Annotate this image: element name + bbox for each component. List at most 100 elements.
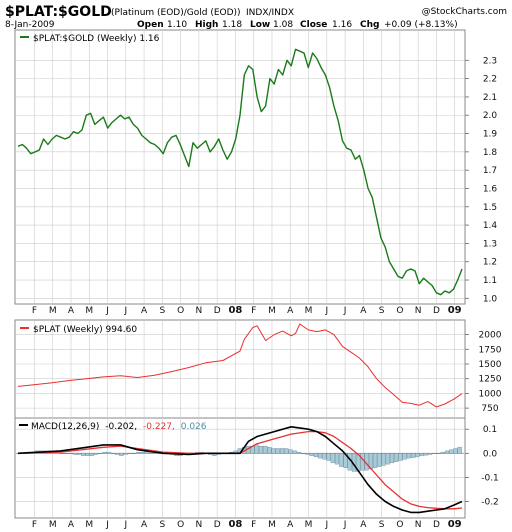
histogram-bar xyxy=(381,453,386,466)
x-axis-label: O xyxy=(177,306,184,316)
y-tick-label: 0.0 xyxy=(483,449,498,459)
histogram-bar xyxy=(119,453,124,456)
histogram-bar xyxy=(280,448,285,454)
svg-text:MACD(12,26,9) -0.202,: MACD(12,26,9) -0.202, -0.227, 0.026 xyxy=(31,422,207,432)
histogram-bar xyxy=(453,448,458,454)
histogram-bar xyxy=(428,453,433,455)
y-tick-label: 1.5 xyxy=(483,203,497,213)
platinum-legend: $PLAT (Weekly) 994.60 xyxy=(20,325,137,335)
x-axis-label: J xyxy=(324,306,328,316)
x-axis-label: N xyxy=(415,520,422,530)
histogram-bar xyxy=(123,453,128,455)
histogram-bar xyxy=(398,453,403,461)
x-axis-label: A xyxy=(360,520,367,530)
x-axis-label: J xyxy=(324,520,328,530)
histogram-bar xyxy=(322,453,327,460)
histogram-bar xyxy=(72,453,77,455)
histogram-bar xyxy=(284,448,289,454)
histogram-bar xyxy=(449,449,454,454)
y-tick-label: 750 xyxy=(481,404,498,414)
low-value: 1.08 xyxy=(273,20,293,30)
platinum-panel xyxy=(14,319,466,419)
high-value: 1.18 xyxy=(222,20,242,30)
histogram-bar xyxy=(423,453,428,456)
x-axis-label: A xyxy=(141,306,148,316)
ratio-line xyxy=(17,48,463,296)
histogram-bar xyxy=(373,453,378,468)
histogram-bar xyxy=(457,446,462,454)
x-axis-label: J xyxy=(105,306,109,316)
y-tick-label: 1.9 xyxy=(483,130,498,140)
histogram-bar xyxy=(389,453,395,464)
x-axis-label: 09 xyxy=(448,305,462,316)
histogram-bar xyxy=(394,453,399,462)
histogram-bar xyxy=(258,445,263,454)
histogram-bar xyxy=(89,453,94,456)
x-axis-label: M xyxy=(49,306,57,316)
histogram-bar xyxy=(267,447,272,454)
x-axis-label: A xyxy=(287,306,294,316)
chart-description: (Platinum (EOD)/Gold (EOD)) xyxy=(111,8,241,18)
y-tick-label: 1.7 xyxy=(483,166,497,176)
macd-legend-value: -0.202, xyxy=(105,422,137,432)
x-axis-label: D xyxy=(214,306,221,316)
macd-line xyxy=(17,426,463,514)
macd-panel xyxy=(14,417,466,519)
x-axis-label: A xyxy=(287,520,294,530)
x-axis-label: 08 xyxy=(228,305,242,316)
histogram-bar xyxy=(81,453,86,456)
histogram-bar xyxy=(313,453,318,458)
histogram-bar xyxy=(254,444,259,454)
ratio-legend: $PLAT:$GOLD (Weekly) 1.16 xyxy=(20,34,160,44)
y-tick-label: 1.1 xyxy=(483,276,497,286)
y-tick-label: -0.1 xyxy=(481,473,499,483)
x-axis-label: J xyxy=(105,520,109,530)
x-axis-label: F xyxy=(251,306,256,316)
y-tick-label: 1.6 xyxy=(483,184,498,194)
histogram-bar xyxy=(406,453,411,459)
y-tick-label: 1.2 xyxy=(483,258,497,268)
histogram-bar xyxy=(411,453,416,458)
signal-legend-value: -0.227, xyxy=(143,422,175,432)
x-axis-label: J xyxy=(123,306,127,316)
histogram-bar xyxy=(318,453,323,459)
y-tick-label: 1500 xyxy=(479,360,502,370)
y-tick-label: 1.8 xyxy=(483,148,498,158)
x-axis-label: M xyxy=(85,306,93,316)
x-axis-label: M xyxy=(268,520,276,530)
chg-value: +0.09 (+8.13%) xyxy=(384,20,458,30)
histogram-bar xyxy=(102,451,107,454)
histogram-legend-value: 0.026 xyxy=(181,422,207,432)
histogram-bar xyxy=(444,450,450,454)
tick-labels: 1.0 1.1 1.2 1.3 1.4 1.5 1.6 1.7 1.8 1.9 2.0 2.1 2.2 2… xyxy=(479,56,502,507)
histogram-bar xyxy=(271,448,276,454)
x-axis-label: 09 xyxy=(448,519,462,530)
histogram-bar xyxy=(334,453,340,465)
y-tick-label: 1.4 xyxy=(483,221,498,231)
histogram-bar xyxy=(377,453,382,467)
open-label: Open xyxy=(137,20,164,30)
y-tick-label: 2.1 xyxy=(483,93,497,103)
x-axis-label: M xyxy=(49,520,57,530)
histogram-bar xyxy=(402,453,407,460)
x-axis-label: N xyxy=(196,306,203,316)
ratio-legend-label: $PLAT:$GOLD (Weekly) 1.16 xyxy=(33,34,160,44)
y-tick-label: 2.0 xyxy=(483,111,498,121)
platinum-line xyxy=(17,323,463,408)
platinum-legend-label: $PLAT (Weekly) 994.60 xyxy=(33,325,137,335)
x-axis-label: S xyxy=(159,520,165,530)
histogram-bar xyxy=(296,451,302,454)
y-tick-label: 1.3 xyxy=(483,239,497,249)
x-axis-label: J xyxy=(343,520,347,530)
histogram-bar xyxy=(275,448,280,454)
y-tick-label: 1000 xyxy=(479,389,502,399)
x-axis-label: F xyxy=(32,306,37,316)
x-axis-label: 08 xyxy=(228,519,242,530)
y-tick-label: 2.3 xyxy=(483,56,497,66)
y-tick-label: 1.0 xyxy=(483,294,498,304)
histogram-bar xyxy=(263,445,268,454)
x-axis-label: A xyxy=(68,520,75,530)
histogram-bar xyxy=(440,451,445,454)
x-axis-label: S xyxy=(379,520,385,530)
